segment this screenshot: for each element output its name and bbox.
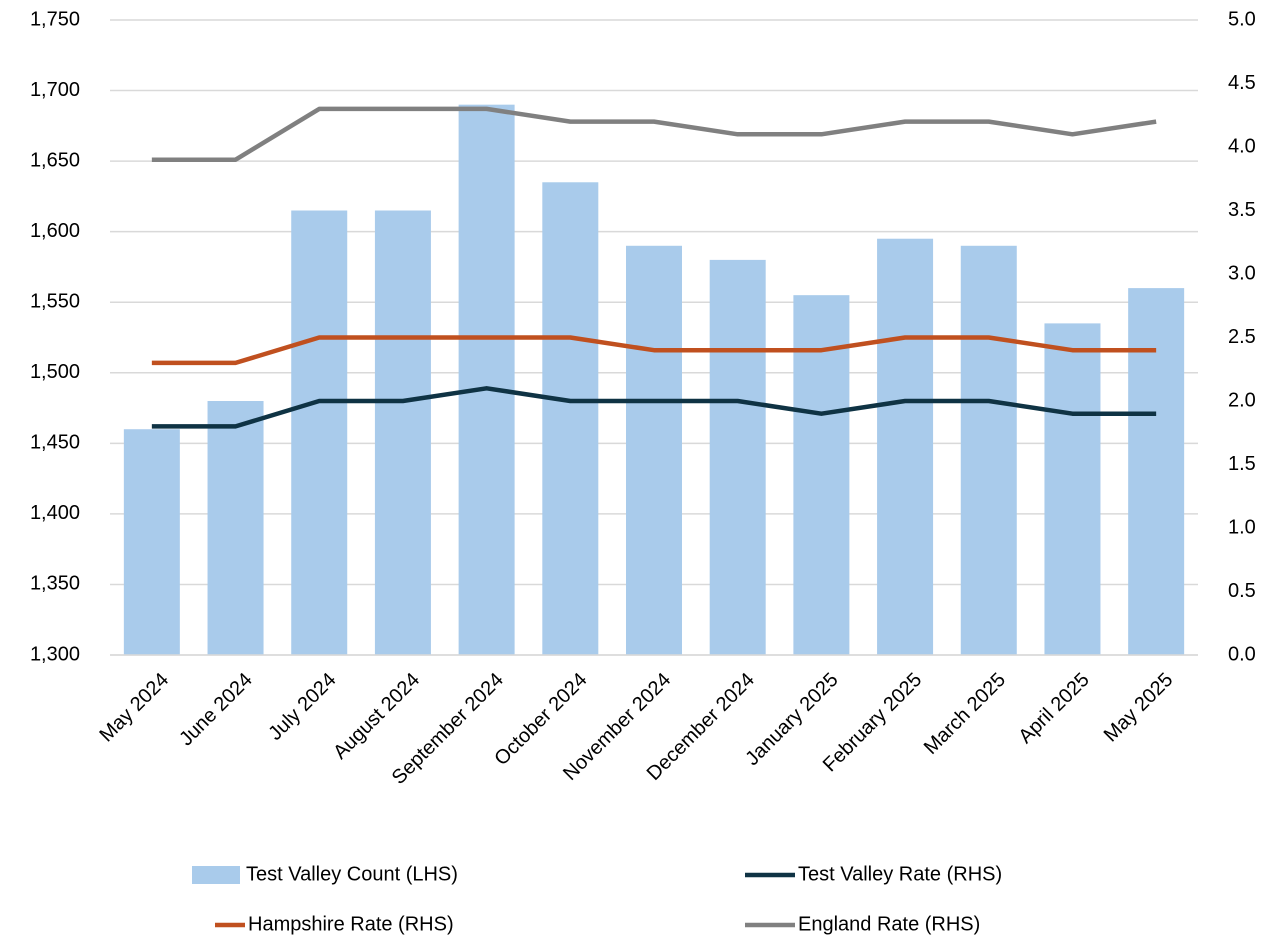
y2-tick-label: 2.0 bbox=[1228, 389, 1256, 411]
y2-tick-label: 3.0 bbox=[1228, 262, 1256, 284]
y2-tick-label: 1.0 bbox=[1228, 516, 1256, 538]
bar bbox=[1044, 323, 1101, 655]
bar bbox=[626, 245, 682, 655]
legend-label: Test Valley Rate (RHS) bbox=[798, 863, 1002, 885]
bar bbox=[709, 259, 766, 655]
legend-label: England Rate (RHS) bbox=[798, 913, 980, 935]
bar bbox=[793, 295, 850, 655]
y-tick-label: 1,500 bbox=[30, 361, 80, 383]
bar bbox=[458, 104, 515, 655]
y2-tick-label: 1.5 bbox=[1228, 453, 1256, 475]
y-tick-label: 1,750 bbox=[30, 8, 80, 30]
bar bbox=[207, 401, 264, 655]
legend-label: Test Valley Count (LHS) bbox=[246, 863, 458, 885]
bar bbox=[960, 245, 1017, 655]
y2-tick-label: 3.5 bbox=[1228, 199, 1256, 221]
line bbox=[151, 106, 1157, 162]
x-tick-label: July 2024 bbox=[264, 669, 340, 745]
x-tick-label: August 2024 bbox=[329, 669, 424, 764]
x-tick-label: April 2025 bbox=[1014, 669, 1093, 748]
y2-tick-label: 0.5 bbox=[1228, 580, 1256, 602]
x-tick-label: May 2024 bbox=[95, 669, 173, 747]
x-tick-label: June 2024 bbox=[175, 669, 257, 751]
y2-tick-label: 5.0 bbox=[1228, 8, 1256, 30]
y-tick-label: 1,600 bbox=[30, 220, 80, 242]
bar bbox=[374, 210, 431, 655]
bar bbox=[542, 182, 599, 655]
y-tick-label: 1,300 bbox=[30, 643, 80, 665]
bar bbox=[291, 210, 348, 655]
x-tick-label: March 2025 bbox=[920, 669, 1010, 759]
bar bbox=[1128, 288, 1185, 655]
y-tick-label: 1,400 bbox=[30, 502, 80, 524]
y-tick-label: 1,350 bbox=[30, 573, 80, 595]
y-tick-label: 1,450 bbox=[30, 432, 80, 454]
y-tick-label: 1,650 bbox=[30, 149, 80, 171]
y-tick-label: 1,700 bbox=[30, 79, 80, 101]
legend-label: Hampshire Rate (RHS) bbox=[248, 913, 454, 935]
y2-tick-label: 2.5 bbox=[1228, 326, 1256, 348]
y2-tick-label: 4.0 bbox=[1228, 135, 1256, 157]
bar bbox=[877, 238, 934, 655]
y-tick-label: 1,550 bbox=[30, 291, 80, 313]
legend-swatch bbox=[192, 866, 240, 884]
line bbox=[151, 386, 1157, 429]
y2-tick-label: 0.0 bbox=[1228, 643, 1256, 665]
x-tick-label: May 2025 bbox=[1100, 669, 1178, 747]
y2-tick-label: 4.5 bbox=[1228, 72, 1256, 94]
bar bbox=[123, 429, 180, 655]
line bbox=[151, 335, 1157, 366]
